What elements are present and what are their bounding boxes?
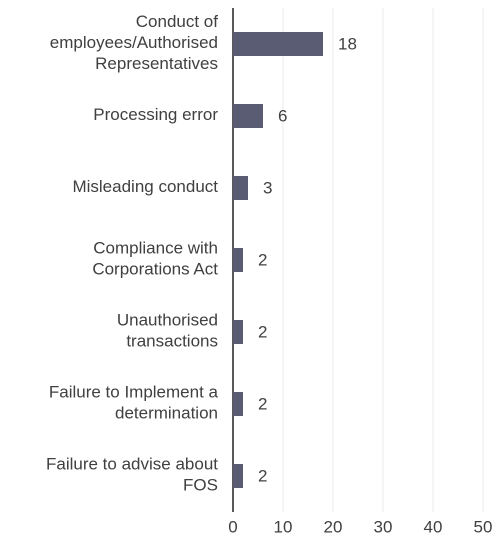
- x-tick-label: 20: [324, 517, 343, 536]
- value-label: 2: [258, 394, 267, 413]
- bar: [233, 32, 323, 56]
- y-tick-label: Failure to Implement a determination: [49, 383, 219, 423]
- y-tick-label: Compliance with Corporations Act: [92, 239, 218, 279]
- y-tick-label: Misleading conduct: [72, 177, 218, 196]
- bar: [233, 392, 243, 416]
- value-label: 3: [263, 178, 272, 197]
- y-tick-label: Unauthorised transactions: [117, 311, 218, 351]
- value-label: 2: [258, 322, 267, 341]
- bar: [233, 320, 243, 344]
- x-tick-label: 40: [424, 517, 443, 536]
- y-tick-label: Conduct of employees/Authorised Representa…: [50, 12, 218, 73]
- bar: [233, 176, 248, 200]
- value-label: 6: [278, 106, 287, 125]
- x-tick-label: 30: [374, 517, 393, 536]
- x-tick-label: 50: [474, 517, 493, 536]
- y-tick-label: Failure to advise about FOS: [46, 455, 218, 495]
- bar: [233, 464, 243, 488]
- value-label: 18: [338, 34, 357, 53]
- x-tick-label: 0: [228, 517, 237, 536]
- bar: [233, 104, 263, 128]
- value-label: 2: [258, 466, 267, 485]
- y-tick-label: Processing error: [93, 105, 218, 124]
- bar: [233, 248, 243, 272]
- value-label: 2: [258, 250, 267, 269]
- x-tick-label: 10: [274, 517, 293, 536]
